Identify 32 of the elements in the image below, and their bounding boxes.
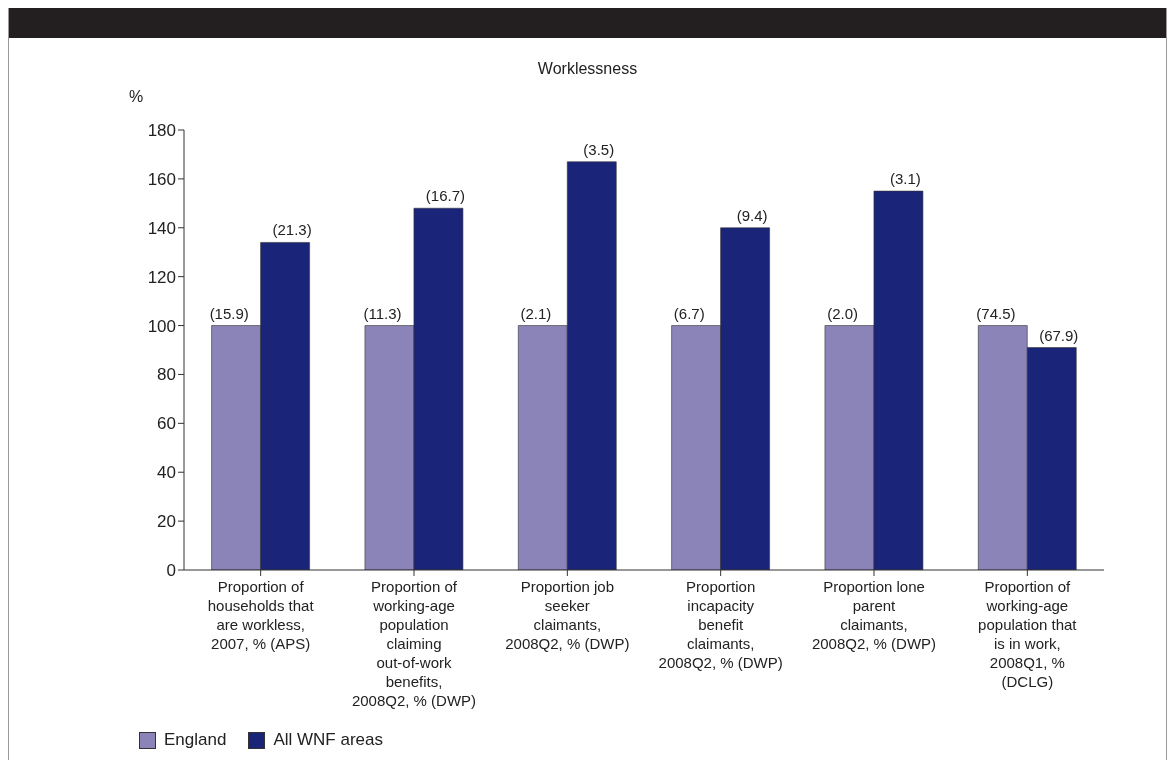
y-tick-label: 60 [157, 414, 176, 434]
annotation: (16.7) [425, 187, 466, 205]
annotation: (2.1) [520, 304, 552, 322]
y-tick-label: 140 [147, 218, 176, 238]
x-tick-label: Proportion job seeker claimants, 2008Q2, % (DWP) [505, 578, 630, 652]
x-tick-label: Proportion of households that are workless, 2007, % (APS) [207, 578, 315, 652]
chart-title: Worklessness [536, 60, 639, 79]
y-tick-label: 100 [147, 316, 176, 336]
annotation: (9.4) [736, 206, 768, 224]
legend-label: All WNF areas [272, 730, 383, 750]
x-tick-label: Proportion lone parent claimants, 2008Q2, % (DWP) [811, 578, 937, 652]
y-axis-title: % [129, 88, 144, 106]
x-tick-label: Proportion of working-age population that is in work, 2008Q1, % (DCLG) [978, 578, 1078, 690]
y-tick-label: 180 [147, 121, 176, 141]
annotation: (11.3) [363, 304, 402, 322]
annotation: (6.7) [673, 304, 705, 322]
y-tick-label: 160 [147, 169, 176, 189]
annotation: (74.5) [976, 304, 1016, 322]
y-tick-label: 20 [157, 512, 176, 532]
annotation: (15.9) [209, 304, 249, 322]
x-tick-label: Proportion incapacity benefit claimants, 2008Q2, % (DWP) [658, 578, 783, 671]
annotation: (3.5) [583, 140, 615, 158]
x-tick-label: Proportion of working-age population claiming out-of-work benefits, 2008Q2, % (DWP) [351, 578, 477, 709]
y-tick-label: 40 [157, 463, 176, 483]
annotation: (2.0) [827, 304, 858, 322]
y-tick-label: 120 [147, 267, 176, 287]
y-tick-label: 80 [157, 365, 176, 385]
annotation: (3.1) [890, 170, 921, 188]
y-tick-label: 0 [166, 561, 176, 581]
legend-label: England [163, 730, 227, 750]
annotation: (67.9) [1039, 326, 1079, 344]
annotation: (21.3) [272, 221, 312, 239]
